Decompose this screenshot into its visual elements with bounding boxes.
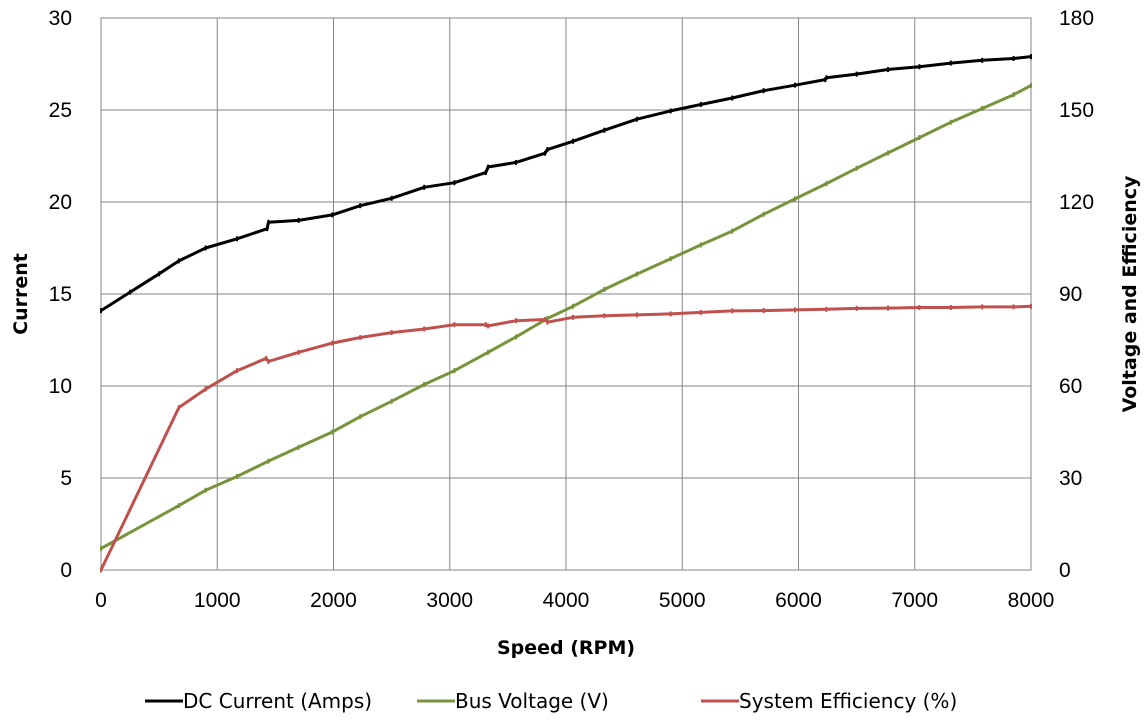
y-axis-title-left: Current (10, 253, 32, 335)
x-tick-label: 8000 (1008, 589, 1055, 612)
y-tick-label-left: 0 (60, 559, 72, 582)
gridlines (100, 17, 1032, 571)
y-tick-label-right: 150 (1059, 99, 1094, 122)
x-tick-label: 7000 (891, 589, 938, 612)
series-markers-3 (100, 303, 1032, 573)
y-tick-label-right: 180 (1059, 7, 1094, 30)
series-line-2 (100, 84, 1032, 550)
x-tick-label: 5000 (659, 589, 706, 612)
y-axis-title-right: Voltage and Efficiency (1119, 175, 1141, 412)
y-tick-label-right: 60 (1059, 375, 1082, 398)
series-layer (99, 54, 1032, 573)
x-tick-label: 4000 (543, 589, 590, 612)
y-tick-label-left: 10 (49, 375, 72, 398)
y-tick-label-left: 15 (49, 283, 72, 306)
y-tick-label-left: 20 (49, 191, 72, 214)
x-tick-label: 1000 (194, 589, 241, 612)
x-axis-title: Speed (RPM) (497, 637, 635, 659)
y-tick-label-left: 5 (60, 467, 72, 490)
x-tick-label: 2000 (310, 589, 357, 612)
x-tick-label: 3000 (426, 589, 473, 612)
x-tick-label: 6000 (775, 589, 822, 612)
series-markers-1 (100, 54, 1032, 314)
legend-label: Bus Voltage (V) (455, 689, 609, 713)
y-tick-label-left: 30 (49, 7, 72, 30)
y-tick-label-right: 0 (1059, 559, 1071, 582)
y-tick-label-right: 120 (1059, 191, 1094, 214)
series-markers-2 (100, 82, 1032, 552)
legend-label: DC Current (Amps) (183, 689, 372, 713)
tick-labels: 0 1000 2000 3000 4000 5000 6000 7000 80000510152… (49, 7, 1094, 612)
y-tick-label-right: 30 (1059, 467, 1082, 490)
legend-label: System Efficiency (%) (739, 689, 957, 713)
series-line-1 (100, 55, 1032, 312)
x-tick-label: 0 (95, 589, 107, 612)
legend: DC Current (Amps) Bus Voltage (V) System E… (145, 689, 957, 713)
plot-border (100, 17, 1032, 571)
y-tick-label-right: 90 (1059, 283, 1082, 306)
y-tick-label-left: 25 (49, 99, 72, 122)
